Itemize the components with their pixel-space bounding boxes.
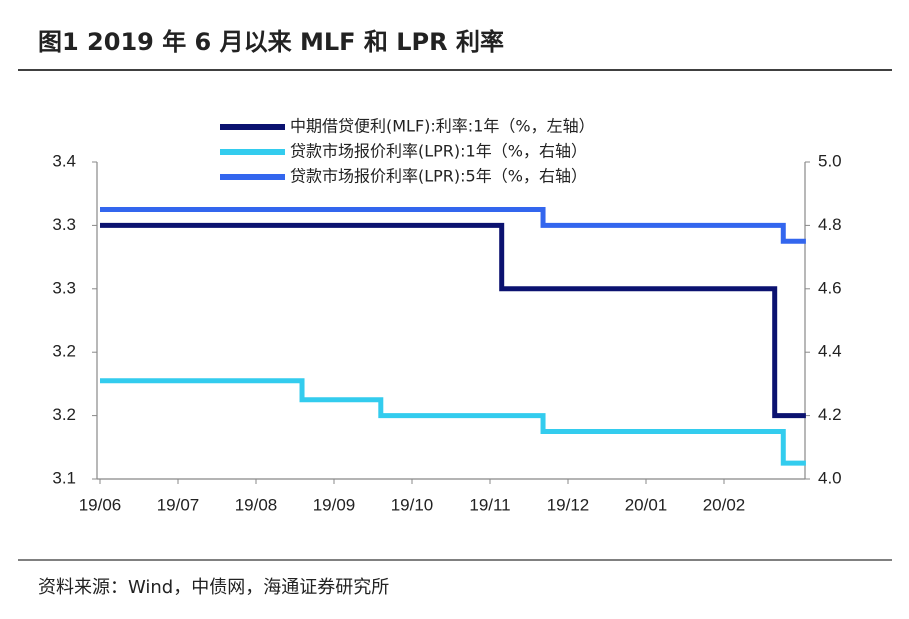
series-line — [100, 207, 806, 244]
x-tick-label: 19/06 — [79, 495, 122, 514]
y-tick-label: 3.1 — [52, 468, 76, 487]
x-tick-label: 19/12 — [547, 495, 590, 514]
y-tick-label: 3.2 — [52, 405, 76, 424]
y-tick-label: 3.3 — [52, 215, 76, 234]
chart-title: 图1 2019 年 6 月以来 MLF 和 LPR 利率 — [38, 28, 504, 56]
legend-label: 贷款市场报价利率(LPR):5年（%，右轴） — [290, 167, 587, 186]
y2-tick-label: 4.4 — [818, 342, 842, 361]
y2-tick-label: 4.8 — [818, 215, 842, 234]
source-note: 资料来源：Wind，中债网，海通证券研究所 — [38, 577, 389, 598]
y-tick-label: 3.2 — [52, 342, 76, 361]
y2-tick-label: 4.0 — [818, 468, 842, 487]
legend-label: 贷款市场报价利率(LPR):1年（%，右轴） — [290, 142, 587, 161]
y-tick-label: 3.4 — [52, 151, 76, 170]
legend-label: 中期借贷便利(MLF):利率:1年（%，左轴） — [290, 117, 595, 136]
x-tick-label: 19/08 — [235, 495, 278, 514]
x-tick-label: 19/09 — [313, 495, 356, 514]
x-tick-label: 19/10 — [391, 495, 434, 514]
x-tick-label: 19/11 — [469, 495, 510, 514]
x-tick-label: 19/07 — [157, 495, 200, 514]
y2-tick-label: 5.0 — [818, 151, 842, 170]
x-tick-label: 20/01 — [625, 495, 668, 514]
y2-tick-label: 4.2 — [818, 405, 842, 424]
x-tick-label: 20/02 — [703, 495, 746, 514]
y-tick-label: 3.3 — [52, 278, 76, 297]
series-line — [100, 222, 806, 419]
series-line — [100, 378, 806, 466]
y2-tick-label: 4.6 — [818, 278, 842, 297]
